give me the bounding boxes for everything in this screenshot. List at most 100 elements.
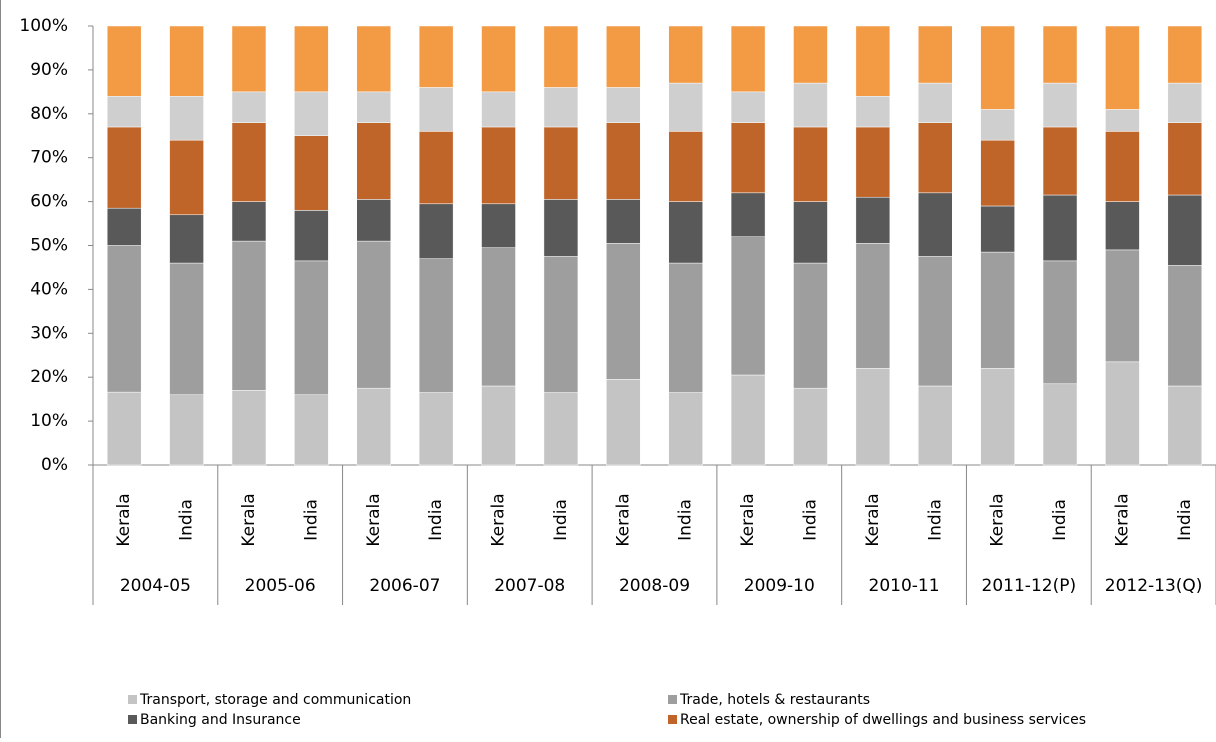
bar-segment [668, 131, 703, 202]
bar-segment [855, 95, 891, 128]
bar-segment [730, 25, 766, 93]
bar-segment [106, 25, 142, 97]
bar-segment [294, 91, 329, 136]
bar-segment [980, 109, 1015, 141]
group-label: 2011-12(P) [982, 576, 1077, 596]
bar-segment [1105, 249, 1140, 363]
bar-segment [855, 196, 891, 244]
bar-segment [668, 25, 703, 84]
bar-segment [793, 82, 828, 128]
x-tick-label: Kerala [613, 493, 633, 546]
bar-segment [1105, 201, 1140, 251]
group-label: 2012-13(Q) [1105, 576, 1203, 596]
group-label: 2006-07 [369, 576, 440, 596]
bar-segment [1042, 260, 1078, 385]
bar-segment [668, 262, 703, 393]
bar-segment [294, 394, 329, 466]
bar-segment [855, 368, 891, 466]
bar-segment [294, 25, 329, 93]
bar-segment [1167, 265, 1203, 387]
bar-segment [1105, 361, 1140, 466]
x-tick-label: Kerala [988, 493, 1008, 546]
bar-segment [543, 25, 579, 88]
bar-segment [730, 192, 766, 237]
y-tick-label: 20% [30, 367, 68, 387]
y-tick-label: 30% [30, 323, 68, 343]
bar-segment [481, 247, 516, 387]
bar-segment [918, 256, 953, 387]
bar-segment [418, 203, 454, 259]
bar-segment [1167, 385, 1203, 466]
bar-segment [169, 25, 204, 97]
bar-segment [606, 122, 641, 200]
x-tick-label: Kerala [114, 493, 134, 546]
x-tick-label: India [1050, 499, 1070, 541]
y-tick-label: 0% [41, 455, 68, 475]
x-tick-label: India [177, 499, 197, 541]
bar-segment [169, 394, 204, 466]
legend-swatch [128, 715, 137, 724]
bar-segment [169, 262, 204, 396]
bar-segment [1167, 82, 1203, 123]
y-tick-label: 60% [30, 192, 68, 212]
bar-segment [1042, 383, 1078, 466]
bar-segment [730, 374, 766, 466]
bar-segment [481, 25, 516, 93]
bar-segment [418, 25, 454, 88]
bar-segment [606, 199, 641, 244]
bar-segment [294, 260, 329, 396]
bar-segment [1167, 194, 1203, 266]
bar-segment [356, 91, 391, 123]
bar-segment [418, 258, 454, 393]
bar-segment [1167, 25, 1203, 84]
bar-segment [169, 95, 204, 141]
legend-swatch [668, 715, 677, 724]
x-tick-label: Kerala [1112, 493, 1132, 546]
x-tick-label: Kerala [489, 493, 509, 546]
bar-segment [980, 25, 1015, 110]
bar-segment [418, 131, 454, 205]
x-tick-label: India [925, 499, 945, 541]
x-tick-label: India [426, 499, 446, 541]
x-tick-label: India [1175, 499, 1195, 541]
bar-segment [1105, 109, 1140, 132]
y-tick-label: 100% [19, 16, 68, 36]
bar-segment [231, 201, 267, 242]
bar-segment [543, 392, 579, 466]
bar-segment [668, 82, 703, 132]
x-tick-label: Kerala [364, 493, 384, 546]
bar-segment [793, 262, 828, 389]
group-label: 2010-11 [869, 576, 940, 596]
bar-segment [793, 387, 828, 466]
bar-segment [231, 91, 267, 123]
bar-segment [918, 192, 953, 257]
bar-segment [855, 243, 891, 369]
bar-segment [730, 236, 766, 376]
legend-swatch [668, 695, 677, 704]
bar-segment [169, 214, 204, 264]
bar-segment [980, 368, 1015, 466]
legend-label: Transport, storage and communication [139, 692, 411, 708]
group-label: 2009-10 [744, 576, 815, 596]
bar-segment [918, 385, 953, 466]
bar-segment [730, 91, 766, 123]
bar-segment [356, 25, 391, 93]
x-tick-label: India [800, 499, 820, 541]
bar-segment [356, 240, 391, 389]
bar-segment [106, 207, 142, 246]
y-tick-label: 70% [30, 148, 68, 168]
group-label: 2007-08 [494, 576, 565, 596]
group-label: 2005-06 [245, 576, 316, 596]
bar-segment [294, 135, 329, 211]
bar-segment [793, 201, 828, 264]
bar-segment [1042, 126, 1078, 196]
legend-label: Trade, hotels & restaurants [679, 692, 870, 708]
x-tick-label: India [301, 499, 321, 541]
bar-segment [855, 25, 891, 97]
bar-segment [543, 199, 579, 257]
bar-segment [481, 91, 516, 128]
bar-segment [606, 379, 641, 466]
y-tick-label: 80% [30, 104, 68, 124]
bar-segment [668, 392, 703, 466]
